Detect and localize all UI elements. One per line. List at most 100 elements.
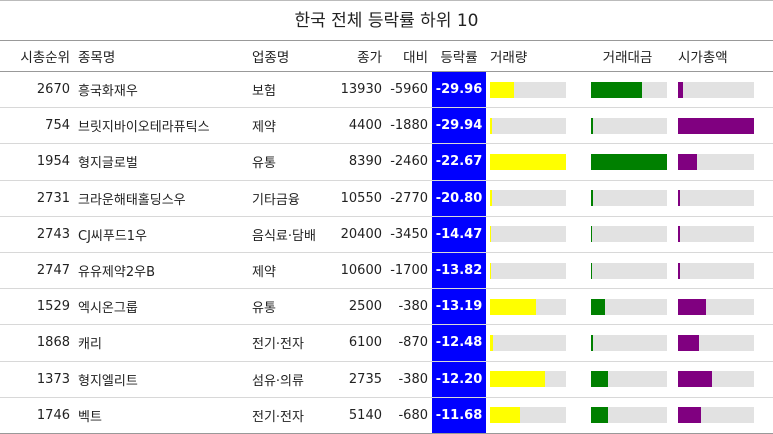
volume-bar-track [490, 81, 566, 98]
amount-bar [591, 298, 605, 315]
table-row: 1868 캐리 전기·전자 6100 -870 -12.48 [0, 324, 773, 362]
bar-cell-cap [674, 397, 773, 434]
cap-bar [678, 226, 680, 243]
cell-sector: 섬유·의류 [248, 361, 328, 398]
bar-cell-cap [674, 71, 773, 109]
volume-bar-track [490, 371, 566, 388]
cell-sector: 제약 [248, 252, 328, 290]
cell-diff: -380 [386, 361, 432, 398]
cell-name: 벡트 [74, 397, 248, 434]
cell-rate: -11.68 [432, 397, 486, 434]
cell-diff: -380 [386, 288, 432, 326]
table-body: 2670 흥국화재우 보험 13930 -5960 -29.96 754 브릿지바이오테라퓨틱… [0, 71, 773, 434]
cap-bar [678, 81, 683, 98]
amount-bar [591, 117, 593, 134]
volume-bar-track [490, 262, 566, 279]
amount-bar-track [591, 153, 667, 170]
cap-bar [678, 190, 681, 207]
cell-sector: 제약 [248, 107, 328, 145]
amount-bar [591, 262, 592, 279]
bar-cell-cap [674, 216, 773, 253]
cell-diff: -2770 [386, 180, 432, 217]
cell-rate: -13.82 [432, 252, 486, 290]
cell-close: 8390 [328, 143, 386, 181]
volume-bar [490, 262, 491, 279]
volume-bar-track [490, 407, 566, 424]
bar-cell-volume [486, 361, 581, 398]
amount-bar-track [591, 371, 667, 388]
cell-close: 2500 [328, 288, 386, 326]
cell-name: 형지글로벌 [74, 143, 248, 181]
cap-bar-track [678, 407, 754, 424]
cell-name: 유유제약2우B [74, 252, 248, 290]
cell-rank: 1868 [0, 324, 74, 362]
volume-bar-track [490, 298, 566, 315]
bar-cell-cap [674, 143, 773, 181]
cell-name: 브릿지바이오테라퓨틱스 [74, 107, 248, 145]
cap-bar [678, 153, 697, 170]
col-header-sector: 업종명 [248, 40, 328, 72]
bar-cell-cap [674, 288, 773, 326]
table-row: 2743 CJ씨푸드1우 음식료·담배 20400 -3450 -14.47 [0, 216, 773, 253]
col-header-rate: 등락률 [432, 40, 486, 72]
bar-cell-amount [581, 143, 674, 181]
bar-cell-amount [581, 71, 674, 109]
amount-bar [591, 371, 608, 388]
volume-bar [490, 371, 545, 388]
cap-bar-track [678, 371, 754, 388]
col-header-volume: 거래량 [486, 40, 581, 72]
cap-bar-track [678, 334, 754, 351]
cell-sector: 보험 [248, 71, 328, 109]
cell-name: 크라운해태홀딩스우 [74, 180, 248, 217]
cell-diff: -870 [386, 324, 432, 362]
cell-rate: -29.94 [432, 107, 486, 145]
amount-bar-track [591, 298, 667, 315]
cap-bar [678, 371, 713, 388]
bar-cell-volume [486, 324, 581, 362]
cap-bar [678, 334, 699, 351]
cell-sector: 기타금융 [248, 180, 328, 217]
cell-rate: -14.47 [432, 216, 486, 253]
bar-cell-volume [486, 143, 581, 181]
cell-name: 엑시온그룹 [74, 288, 248, 326]
cell-rank: 1746 [0, 397, 74, 434]
cap-bar-track [678, 117, 754, 134]
volume-bar-track [490, 153, 566, 170]
bar-cell-cap [674, 180, 773, 217]
cell-rank: 2747 [0, 252, 74, 290]
bar-cell-amount [581, 361, 674, 398]
amount-bar [591, 226, 592, 243]
bar-cell-cap [674, 107, 773, 145]
cell-rate: -20.80 [432, 180, 486, 217]
cell-sector: 전기·전자 [248, 324, 328, 362]
cell-rank: 1373 [0, 361, 74, 398]
cell-name: 캐리 [74, 324, 248, 362]
volume-bar [490, 190, 492, 207]
volume-bar-track [490, 226, 566, 243]
amount-bar-track [591, 190, 667, 207]
amount-bar [591, 334, 594, 351]
bar-cell-amount [581, 180, 674, 217]
bar-cell-amount [581, 216, 674, 253]
volume-bar [490, 407, 521, 424]
cell-rate: -13.19 [432, 288, 486, 326]
volume-bar [490, 334, 494, 351]
bar-cell-amount [581, 107, 674, 145]
volume-bar-track [490, 334, 566, 351]
volume-bar-track [490, 190, 566, 207]
cell-rank: 2731 [0, 180, 74, 217]
cell-name: CJ씨푸드1우 [74, 216, 248, 253]
amount-bar [591, 81, 642, 98]
table-row: 2670 흥국화재우 보험 13930 -5960 -29.96 [0, 71, 773, 109]
header-row: 시총순위 종목명 업종명 종가 대비 등락률 거래량 거래대금 시가총액 [0, 40, 773, 72]
table-row: 1373 형지엘리트 섬유·의류 2735 -380 -12.20 [0, 361, 773, 398]
cell-diff: -1700 [386, 252, 432, 290]
bar-cell-volume [486, 397, 581, 434]
cell-diff: -1880 [386, 107, 432, 145]
cell-rate: -12.48 [432, 324, 486, 362]
volume-bar [490, 81, 515, 98]
amount-bar [591, 190, 594, 207]
bar-cell-cap [674, 361, 773, 398]
volume-bar [490, 298, 536, 315]
